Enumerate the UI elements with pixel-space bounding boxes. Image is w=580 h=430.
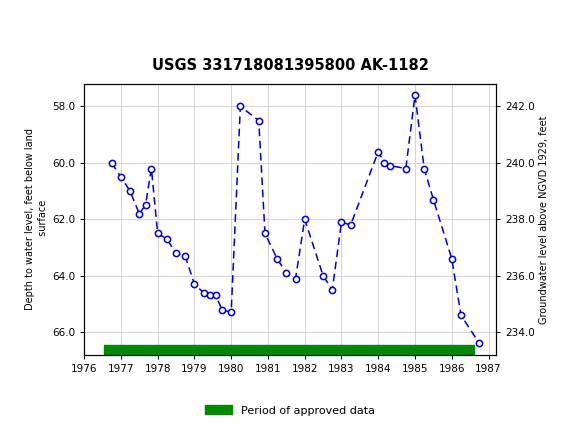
Text: ≡: ≡ xyxy=(8,8,28,32)
Y-axis label: Depth to water level, feet below land
 surface: Depth to water level, feet below land su… xyxy=(26,128,48,310)
Text: USGS: USGS xyxy=(32,11,87,29)
Y-axis label: Groundwater level above NGVD 1929, feet: Groundwater level above NGVD 1929, feet xyxy=(539,115,549,323)
Text: USGS 331718081395800 AK-1182: USGS 331718081395800 AK-1182 xyxy=(151,58,429,73)
Legend: Period of approved data: Period of approved data xyxy=(200,401,380,420)
